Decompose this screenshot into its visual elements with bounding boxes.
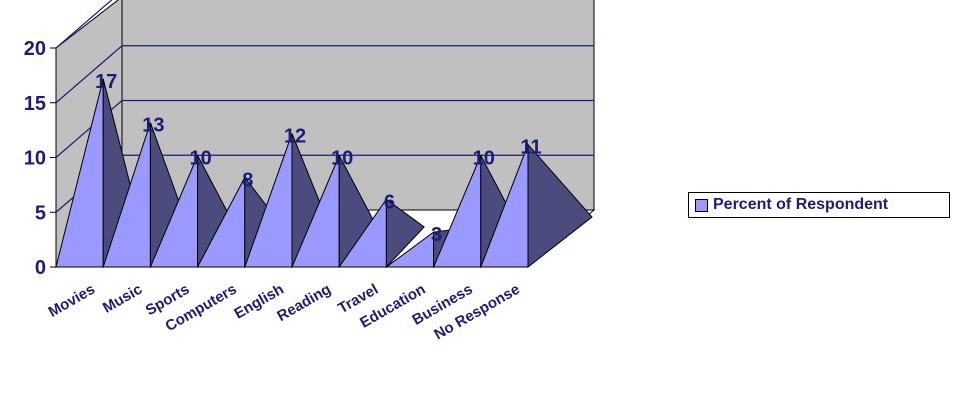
data-label: 11 [520, 137, 541, 159]
data-labels: 17 13 10 8 12 10 6 3 10 11 [95, 71, 542, 246]
gridline-20 [55, 0, 113, 49]
category-label: Reading [274, 281, 334, 325]
tick-label-0: 0 [35, 257, 46, 279]
pyramid-side-7 [385, 198, 425, 269]
y-axis-ticks: 0 5 10 15 20 [24, 38, 56, 279]
gridline-10 [55, 99, 594, 158]
data-label: 8 [242, 169, 253, 191]
data-label: 3 [431, 224, 442, 246]
data-label: 10 [331, 148, 353, 170]
data-label: 12 [284, 126, 306, 148]
data-label: 6 [384, 191, 395, 213]
x-axis-labels: Movies MusicSportsComputersEnglishReading… [45, 281, 522, 344]
tick-label-10: 10 [24, 148, 46, 170]
tick-label-15: 15 [24, 93, 46, 115]
data-label: 13 [142, 115, 164, 137]
data-label: 10 [473, 148, 495, 170]
category-label: Music [100, 281, 145, 317]
pyramid-side-10 [527, 143, 593, 269]
pyramids [55, 78, 593, 269]
legend-swatch [695, 198, 708, 212]
data-label: 17 [95, 71, 117, 93]
tick-label-20: 20 [24, 38, 46, 60]
tick-label-5: 5 [35, 202, 46, 224]
category-label: Movies [45, 281, 98, 321]
gridline-15 [55, 45, 594, 104]
legend: Percent of Respondent [688, 192, 950, 218]
data-label: 10 [189, 148, 211, 170]
legend-label: Percent of Respondent [713, 196, 889, 213]
